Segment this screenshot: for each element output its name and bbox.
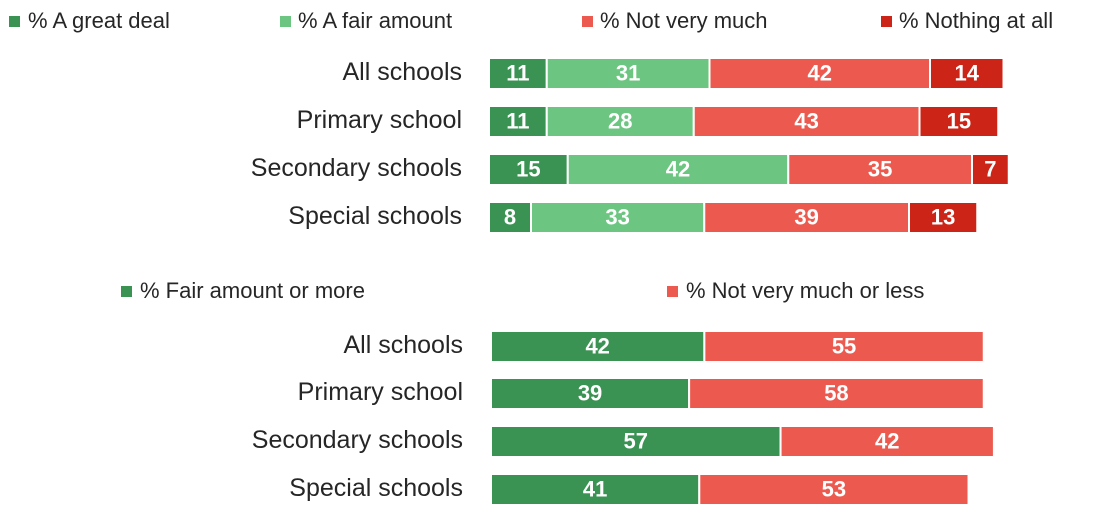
legend-label-a-great-deal: % A great deal — [28, 8, 170, 33]
bar-segment-primary-school-nothing-at-all — [918, 105, 1000, 138]
data-label-secondary-schools-fair-amount-or-more: 57 — [624, 428, 648, 453]
data-label-secondary-schools-nothing-at-all: 7 — [984, 156, 996, 181]
bar-segment-primary-school-not-very-much — [692, 105, 921, 138]
bar-segment-primary-school-a-great-deal — [488, 105, 548, 138]
legend-swatch-a-great-deal — [9, 16, 20, 27]
data-label-special-schools-fair-amount-or-more: 41 — [583, 476, 607, 501]
data-label-primary-school-nothing-at-all: 15 — [947, 108, 971, 133]
data-label-primary-school-not-very-much-or-less: 58 — [824, 380, 848, 405]
chart-detailed-responses: % A great deal % A fair amount % Not very … — [9, 8, 1053, 234]
category-label-secondary-schools: Secondary schools — [251, 154, 462, 182]
data-label-primary-school-not-very-much: 43 — [794, 108, 818, 133]
bar-segment-primary-school-not-very-much-or-less — [688, 377, 985, 410]
legend-label-not-very-much: % Not very much — [600, 8, 768, 33]
chart-summary-responses: % Fair amount or more % Not very much or … — [121, 278, 995, 506]
data-label-all-schools-not-very-much-or-less: 55 — [832, 333, 856, 358]
category-label-primary-school: Primary school — [297, 106, 462, 134]
bar-segment-special-schools-not-very-much-or-less — [698, 473, 970, 506]
bar-segment-secondary-schools-a-great-deal — [488, 153, 569, 186]
data-label-special-schools-a-fair-amount: 33 — [605, 204, 629, 229]
category-label-all-schools: All schools — [343, 58, 463, 86]
legend-swatch-a-fair-amount — [280, 16, 291, 27]
category-label-primary-school: Primary school — [298, 378, 463, 406]
legend-swatch-not-very-much-or-less — [667, 286, 678, 297]
bar-segment-all-schools-fair-amount-or-more — [490, 330, 706, 363]
legend-label-nothing-at-all: % Nothing at all — [899, 8, 1053, 33]
bar-segment-secondary-schools-not-very-much-or-less — [779, 425, 995, 458]
data-label-all-schools-a-great-deal: 11 — [506, 60, 529, 85]
category-label-all-schools: All schools — [344, 331, 464, 359]
data-label-special-schools-not-very-much: 39 — [794, 204, 818, 229]
data-label-primary-school-a-great-deal: 11 — [506, 108, 529, 133]
bar-segment-all-schools-a-great-deal — [488, 57, 548, 90]
data-label-secondary-schools-a-fair-amount: 42 — [666, 156, 690, 181]
bar-segment-special-schools-fair-amount-or-more — [490, 473, 701, 506]
category-label-special-schools: Special schools — [288, 202, 462, 230]
data-label-special-schools-nothing-at-all: 13 — [931, 204, 955, 229]
bar-segment-secondary-schools-a-fair-amount — [566, 153, 790, 186]
category-label-special-schools: Special schools — [289, 474, 463, 502]
legend-swatch-fair-amount-or-more — [121, 286, 132, 297]
data-label-primary-school-fair-amount-or-more: 39 — [578, 380, 602, 405]
bar-segment-special-schools-nothing-at-all — [908, 201, 979, 234]
data-label-all-schools-not-very-much: 42 — [808, 60, 832, 85]
bar-segment-primary-school-a-fair-amount — [545, 105, 695, 138]
category-label-secondary-schools: Secondary schools — [252, 426, 463, 454]
bar-segment-secondary-schools-fair-amount-or-more — [490, 425, 782, 458]
data-label-primary-school-a-fair-amount: 28 — [608, 108, 632, 133]
data-label-special-schools-a-great-deal: 8 — [504, 204, 516, 229]
bar-segment-special-schools-a-fair-amount — [530, 201, 706, 234]
legend-label-not-very-much-or-less: % Not very much or less — [686, 278, 924, 303]
data-label-secondary-schools-not-very-much: 35 — [868, 156, 892, 181]
data-label-all-schools-a-fair-amount: 31 — [616, 60, 640, 85]
bar-segment-all-schools-not-very-much — [708, 57, 931, 90]
bar-segment-all-schools-nothing-at-all — [929, 57, 1005, 90]
bar-segment-all-schools-not-very-much-or-less — [703, 330, 985, 363]
bar-segment-all-schools-a-fair-amount — [545, 57, 711, 90]
legend-label-a-fair-amount: % A fair amount — [298, 8, 452, 33]
data-label-secondary-schools-not-very-much-or-less: 42 — [875, 428, 899, 453]
data-label-all-schools-fair-amount-or-more: 42 — [585, 333, 609, 358]
data-label-all-schools-nothing-at-all: 14 — [955, 60, 980, 85]
legend-label-fair-amount-or-more: % Fair amount or more — [140, 278, 365, 303]
data-label-secondary-schools-a-great-deal: 15 — [516, 156, 540, 181]
bar-segment-primary-school-fair-amount-or-more — [490, 377, 691, 410]
legend-swatch-not-very-much — [582, 16, 593, 27]
legend-swatch-nothing-at-all — [881, 16, 892, 27]
data-label-special-schools-not-very-much-or-less: 53 — [822, 476, 846, 501]
bar-segment-secondary-schools-nothing-at-all — [971, 153, 1010, 186]
